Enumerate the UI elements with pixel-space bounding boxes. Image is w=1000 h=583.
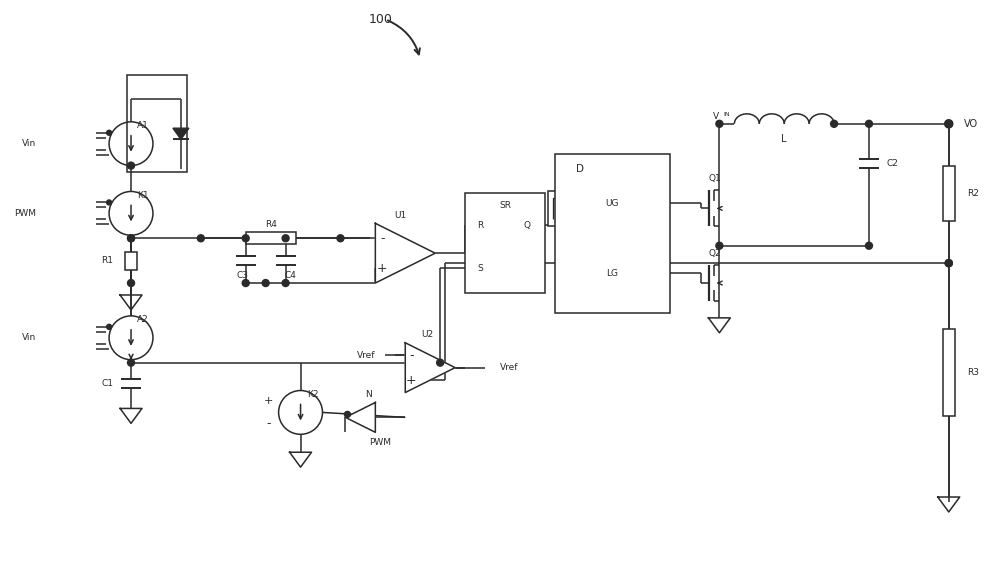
Text: C1: C1 xyxy=(101,378,113,388)
Circle shape xyxy=(128,359,135,366)
Text: PWM: PWM xyxy=(14,209,36,218)
Text: PWM: PWM xyxy=(369,438,391,447)
Bar xyxy=(125,252,137,269)
Circle shape xyxy=(128,235,135,242)
Text: +: + xyxy=(406,374,417,387)
Polygon shape xyxy=(405,343,455,392)
Text: -: - xyxy=(409,349,413,361)
Circle shape xyxy=(945,120,952,127)
Circle shape xyxy=(109,122,153,166)
Text: S: S xyxy=(477,264,483,273)
Text: 100: 100 xyxy=(368,13,392,26)
Bar xyxy=(943,166,955,222)
Text: -: - xyxy=(266,417,271,430)
Text: V: V xyxy=(713,113,719,121)
Text: Q: Q xyxy=(523,221,530,230)
Text: L: L xyxy=(781,134,787,144)
Circle shape xyxy=(865,242,872,249)
Text: R2: R2 xyxy=(967,189,979,198)
Text: VO: VO xyxy=(964,119,978,129)
Text: A2: A2 xyxy=(137,315,149,324)
Text: R1: R1 xyxy=(101,256,113,265)
Text: +: + xyxy=(377,262,388,275)
Circle shape xyxy=(945,259,952,266)
Text: K1: K1 xyxy=(137,191,149,200)
Text: N: N xyxy=(365,390,372,399)
Bar xyxy=(465,194,545,293)
Circle shape xyxy=(437,359,444,366)
Bar xyxy=(943,329,955,416)
Text: Vin: Vin xyxy=(22,139,36,148)
Circle shape xyxy=(945,120,952,127)
Text: C4: C4 xyxy=(285,271,297,280)
Circle shape xyxy=(337,235,344,242)
Text: U2: U2 xyxy=(421,331,433,339)
Polygon shape xyxy=(345,402,375,433)
Polygon shape xyxy=(173,128,189,139)
Circle shape xyxy=(128,280,135,286)
Circle shape xyxy=(831,120,838,127)
Text: +: + xyxy=(264,396,273,406)
Text: C3: C3 xyxy=(237,271,249,280)
Text: R: R xyxy=(477,221,483,230)
Text: U1: U1 xyxy=(394,211,406,220)
Circle shape xyxy=(282,280,289,286)
Text: IN: IN xyxy=(723,113,730,117)
Circle shape xyxy=(107,324,112,329)
Circle shape xyxy=(109,191,153,236)
Bar xyxy=(127,75,187,171)
Text: SR: SR xyxy=(499,201,511,210)
Circle shape xyxy=(279,391,322,434)
Circle shape xyxy=(262,280,269,286)
Circle shape xyxy=(716,120,723,127)
Circle shape xyxy=(242,280,249,286)
Text: Vref: Vref xyxy=(500,363,518,372)
Text: Vin: Vin xyxy=(22,333,36,342)
Text: A1: A1 xyxy=(137,121,149,130)
Text: D: D xyxy=(576,164,584,174)
Circle shape xyxy=(344,412,350,417)
Bar xyxy=(555,154,670,313)
Text: PWM: PWM xyxy=(561,181,580,190)
Circle shape xyxy=(282,235,289,242)
Text: C2: C2 xyxy=(887,159,899,168)
Text: LG: LG xyxy=(606,269,618,278)
Circle shape xyxy=(109,316,153,360)
Text: Q2: Q2 xyxy=(708,249,721,258)
Text: K2: K2 xyxy=(307,390,318,399)
Circle shape xyxy=(107,130,112,135)
Text: Vref: Vref xyxy=(357,351,375,360)
Circle shape xyxy=(242,235,249,242)
Text: UG: UG xyxy=(605,199,619,208)
Circle shape xyxy=(865,120,872,127)
Text: R4: R4 xyxy=(265,220,277,229)
Circle shape xyxy=(107,200,112,205)
Circle shape xyxy=(128,162,135,169)
Circle shape xyxy=(945,259,952,266)
Circle shape xyxy=(945,259,952,266)
Circle shape xyxy=(716,242,723,249)
Bar xyxy=(246,232,296,244)
Text: Q1: Q1 xyxy=(708,174,721,183)
Bar xyxy=(548,191,593,226)
Text: R3: R3 xyxy=(967,368,979,377)
Text: -: - xyxy=(380,232,385,245)
Circle shape xyxy=(128,235,135,242)
Polygon shape xyxy=(375,223,435,283)
Circle shape xyxy=(197,235,204,242)
